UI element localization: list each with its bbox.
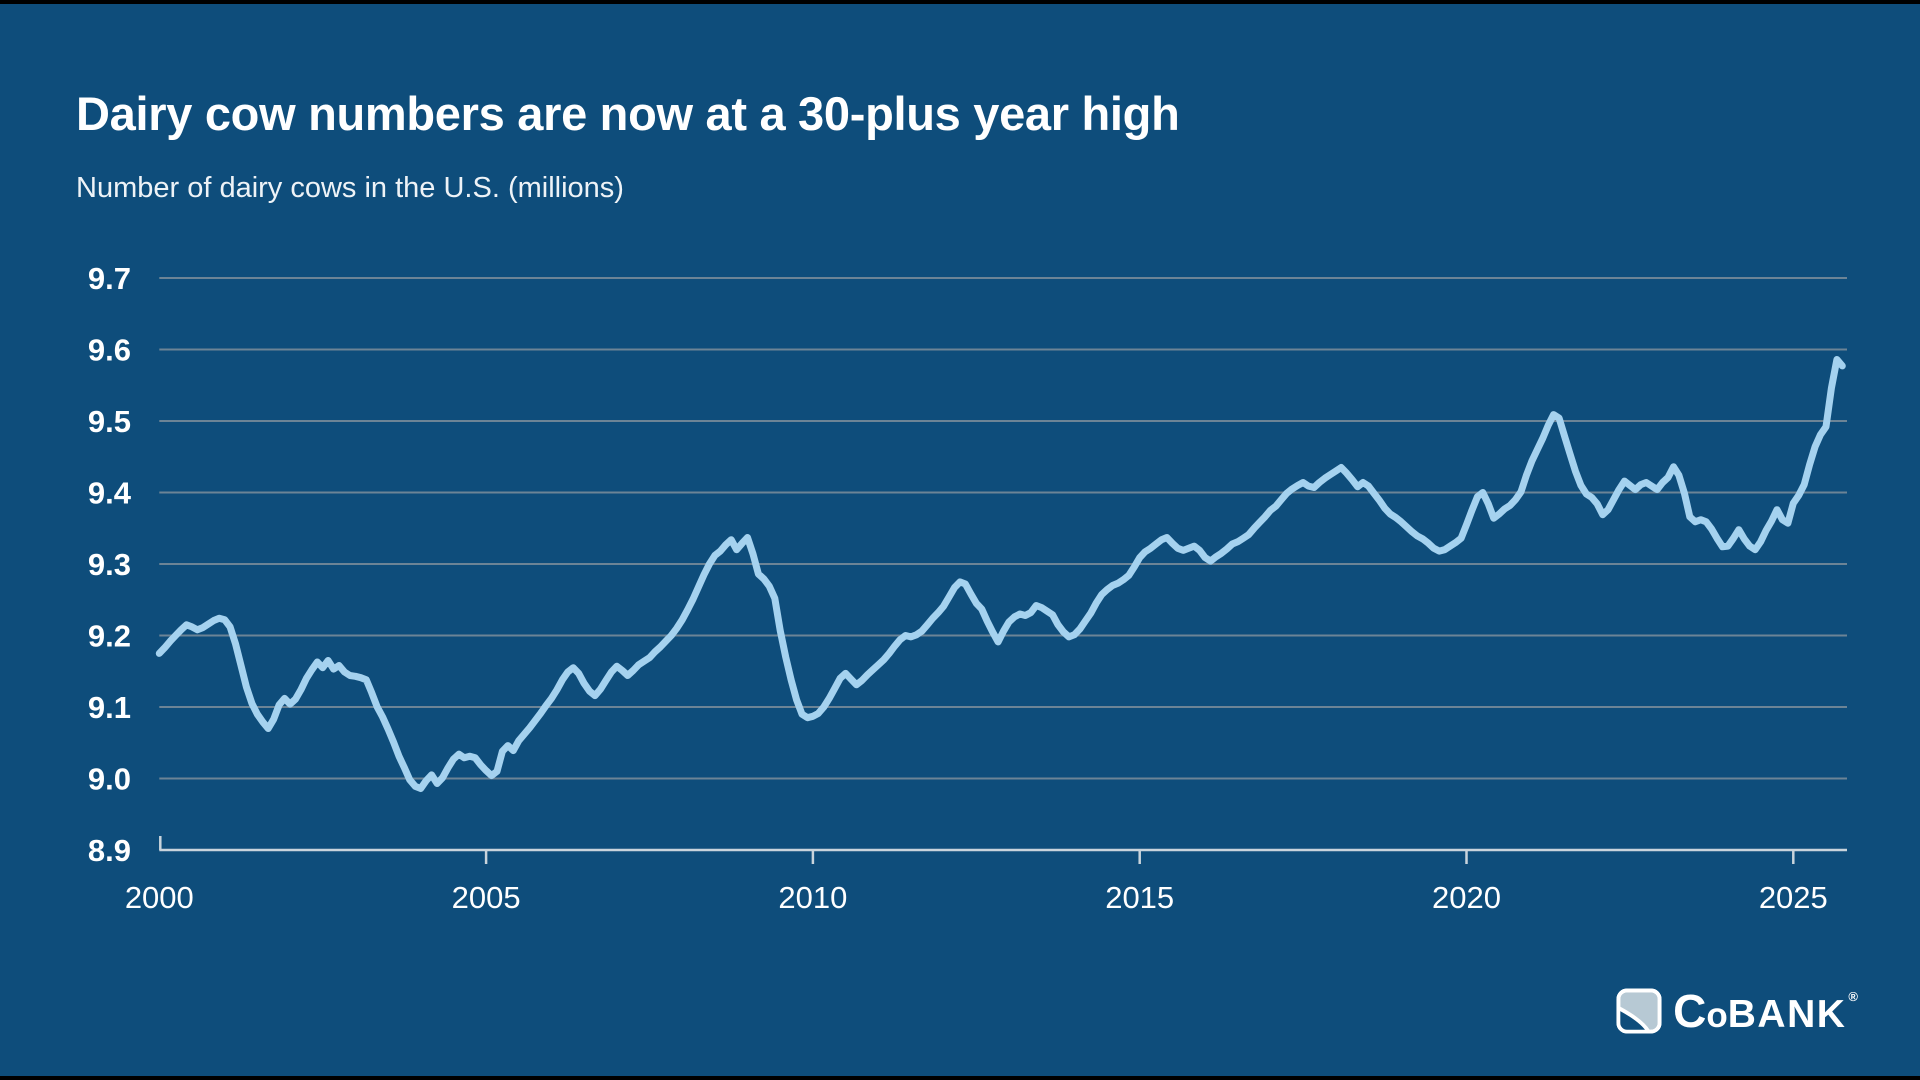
y-tick-label: 8.9 [88, 833, 131, 868]
data-line-dairy-cows [155, 356, 1846, 792]
top-border-strip [0, 0, 1920, 4]
cobank-logo-icon [1616, 988, 1662, 1034]
x-tick-label: 2000 [125, 880, 194, 915]
logo-letter-o: o [1706, 996, 1728, 1035]
chart-subtitle: Number of dairy cows in the U.S. (millio… [76, 172, 624, 204]
y-tick-label: 9.2 [88, 619, 131, 654]
x-tick-label: 2005 [452, 880, 521, 915]
x-tick-label: 2015 [1105, 880, 1174, 915]
y-tick-label: 9.0 [88, 762, 131, 797]
registered-mark: ® [1848, 989, 1858, 1004]
y-tick-label: 9.6 [88, 333, 131, 368]
logo-letter-c: C [1673, 985, 1707, 1037]
y-tick-label: 9.3 [88, 547, 131, 582]
y-tick-label: 9.7 [88, 261, 131, 296]
x-tick-label: 2025 [1759, 880, 1828, 915]
y-tick-label: 9.1 [88, 690, 131, 725]
y-tick-label: 9.4 [88, 476, 132, 511]
y-tick-label: 9.5 [88, 404, 131, 439]
page-title: Dairy cow numbers are now at a 30-plus y… [76, 87, 1180, 141]
logo-letters-bank: BANK [1727, 993, 1847, 1036]
x-tick-label: 2020 [1432, 880, 1501, 915]
x-tick-label: 2010 [778, 880, 847, 915]
bottom-border-strip [0, 1076, 1920, 1080]
